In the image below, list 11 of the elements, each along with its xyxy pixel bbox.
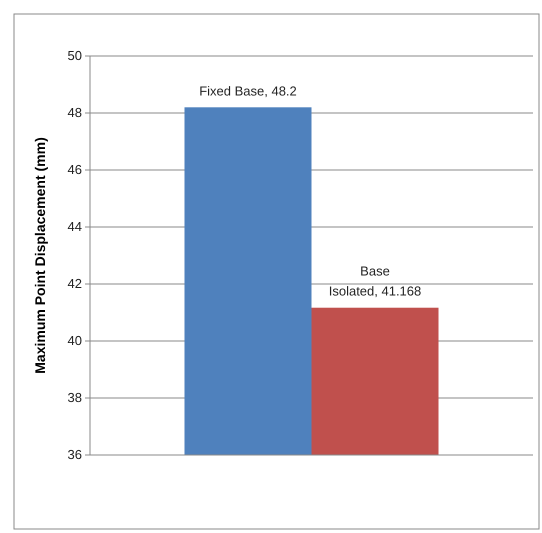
y-tick-label: 36 bbox=[68, 447, 82, 462]
y-tick-label: 44 bbox=[68, 219, 82, 234]
data-label: Fixed Base, 48.2 bbox=[199, 83, 297, 98]
y-axis-title: Maximum Point Displacement (mm) bbox=[32, 137, 48, 374]
y-tick-label: 48 bbox=[68, 105, 82, 120]
y-tick-label: 38 bbox=[68, 390, 82, 406]
y-tick-label: 40 bbox=[68, 333, 82, 348]
y-tick-label: 42 bbox=[68, 276, 82, 292]
y-tick-label: 50 bbox=[68, 48, 82, 64]
y-tick-label: 46 bbox=[68, 162, 82, 178]
data-label: Base Isolated, 41.168 bbox=[328, 264, 422, 299]
